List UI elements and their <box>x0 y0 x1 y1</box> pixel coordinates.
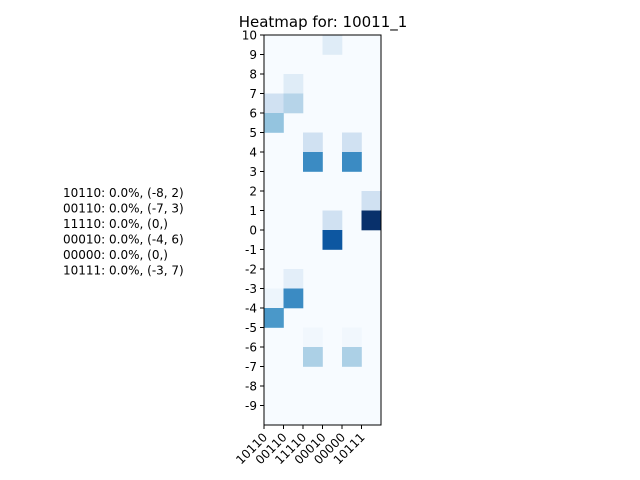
y-tick-label: -7 <box>245 360 257 374</box>
heatmap-cell <box>322 230 343 250</box>
annotation-line: 00000: 0.0%, (0,) <box>63 248 168 262</box>
annotation-line: 11110: 0.0%, (0,) <box>63 217 168 231</box>
annotation-line: 00010: 0.0%, (-4, 6) <box>63 233 184 247</box>
y-tick-label: 6 <box>249 107 257 121</box>
heatmap-cell <box>361 210 382 231</box>
chart-title: Heatmap for: 10011_1 <box>239 13 408 32</box>
y-tick-label: -9 <box>245 399 257 413</box>
heatmap-cell <box>361 191 382 211</box>
heatmap-cell <box>342 327 362 348</box>
heatmap-cell <box>322 210 343 231</box>
heatmap-cell <box>342 347 362 367</box>
y-tick-label: -2 <box>245 263 257 277</box>
heatmap-cell <box>264 93 284 114</box>
heatmap-cell <box>303 152 323 172</box>
annotation-line: 10111: 0.0%, (-3, 7) <box>63 264 184 278</box>
y-tick-label: -8 <box>245 380 257 394</box>
y-tick-label: 2 <box>249 185 257 199</box>
y-tick-label: -3 <box>245 282 257 296</box>
heatmap-cell <box>264 308 284 328</box>
y-tick-label: 0 <box>249 224 257 238</box>
y-tick-label: -6 <box>245 341 257 355</box>
heatmap-cell <box>283 269 304 289</box>
y-tick-label: 4 <box>249 146 257 160</box>
heatmap-cells <box>264 35 382 367</box>
y-tick-label: 1 <box>249 204 257 218</box>
heatmap-cell <box>303 347 323 367</box>
heatmap-cell <box>303 327 323 348</box>
y-tick-label: -1 <box>245 243 257 257</box>
heatmap-cell <box>283 288 304 309</box>
heatmap-cell <box>342 132 362 153</box>
heatmap-cell <box>303 132 323 153</box>
y-tick-label: 3 <box>249 165 257 179</box>
y-tick-label: 8 <box>249 68 257 82</box>
y-tick-label: -4 <box>245 302 257 316</box>
y-tick-label: 7 <box>249 87 257 101</box>
annotation-line: 00110: 0.0%, (-7, 3) <box>63 202 184 216</box>
heatmap-cell <box>342 152 362 172</box>
y-tick-label: 9 <box>249 48 257 62</box>
annotation-list: 10110: 0.0%, (-8, 2) 00110: 0.0%, (-7, 3)… <box>63 186 184 278</box>
heatmap-cell <box>283 74 304 94</box>
annotation-line: 10110: 0.0%, (-8, 2) <box>63 186 184 200</box>
heatmap-cell <box>283 93 304 114</box>
heatmap-cell <box>264 288 284 309</box>
heatmap-cell <box>264 113 284 133</box>
y-tick-label: 5 <box>249 126 257 140</box>
heatmap-cell <box>322 35 343 55</box>
y-tick-label: -5 <box>245 321 257 335</box>
y-tick-label: 10 <box>242 29 257 43</box>
